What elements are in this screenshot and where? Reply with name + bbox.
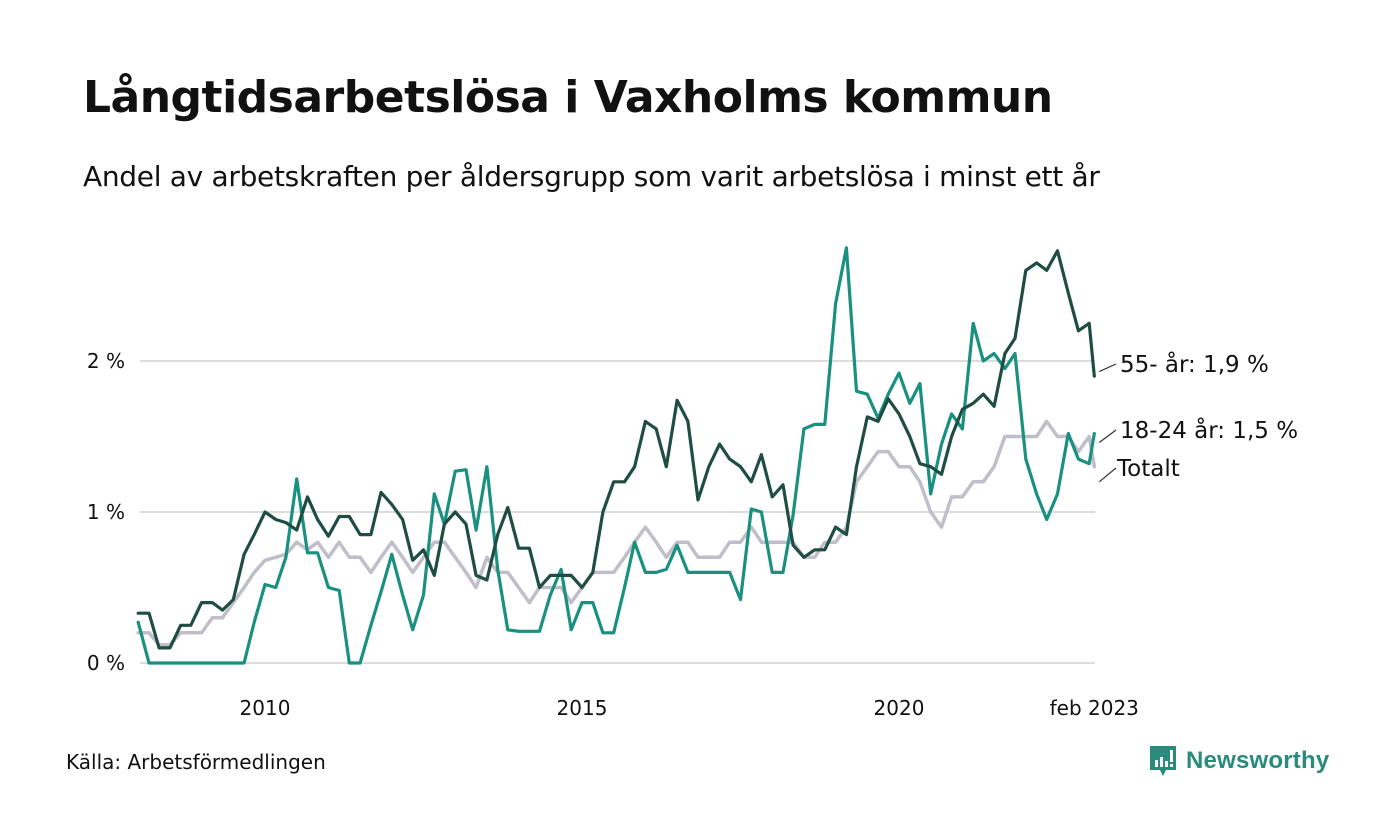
x-tick-label: 2020 (874, 696, 925, 720)
x-tick-label: 2015 (557, 696, 608, 720)
x-tick-label: feb 2023 (1050, 696, 1139, 720)
series-label: 18-24 år: 1,5 % (1120, 416, 1298, 444)
chart-title: Långtidsarbetslösa i Vaxholms kommun (83, 72, 1053, 123)
x-axis-ticks: 2010 2015 2020 feb 2023 (240, 696, 1139, 720)
series-label: 55- år: 1,9 % (1120, 350, 1269, 378)
brand-name: Newsworthy (1186, 747, 1330, 774)
series-line-55plus (136, 249, 1096, 650)
label-connector (1098, 467, 1117, 483)
y-axis-ticks: 0 % 1 % 2 % (87, 349, 125, 675)
label-connector (1099, 363, 1117, 373)
brand-logo[interactable]: Newsworthy (1148, 744, 1329, 778)
label-connector (1098, 429, 1117, 444)
series-end-labels: 55- år: 1,9 % 18-24 år: 1,5 % Totalt (1098, 350, 1298, 483)
grid-lines (140, 360, 1095, 664)
chart-subtitle: Andel av arbetskraften per åldersgrupp s… (83, 160, 1100, 193)
series-line-18-24 (136, 246, 1096, 665)
newsworthy-logo-icon (1150, 746, 1176, 776)
series-line-totalt (136, 419, 1097, 647)
y-tick-label: 2 % (87, 349, 125, 373)
y-tick-label: 0 % (87, 651, 125, 675)
x-tick-label: 2010 (240, 696, 291, 720)
line-chart: 0 % 1 % 2 % 2010 2015 2020 feb 2023 55- år: 1… (87, 246, 1298, 720)
source-note: Källa: Arbetsförmedlingen (66, 750, 326, 774)
y-tick-label: 1 % (87, 500, 125, 524)
series-lines (136, 246, 1097, 665)
series-label: Totalt (1116, 456, 1180, 482)
